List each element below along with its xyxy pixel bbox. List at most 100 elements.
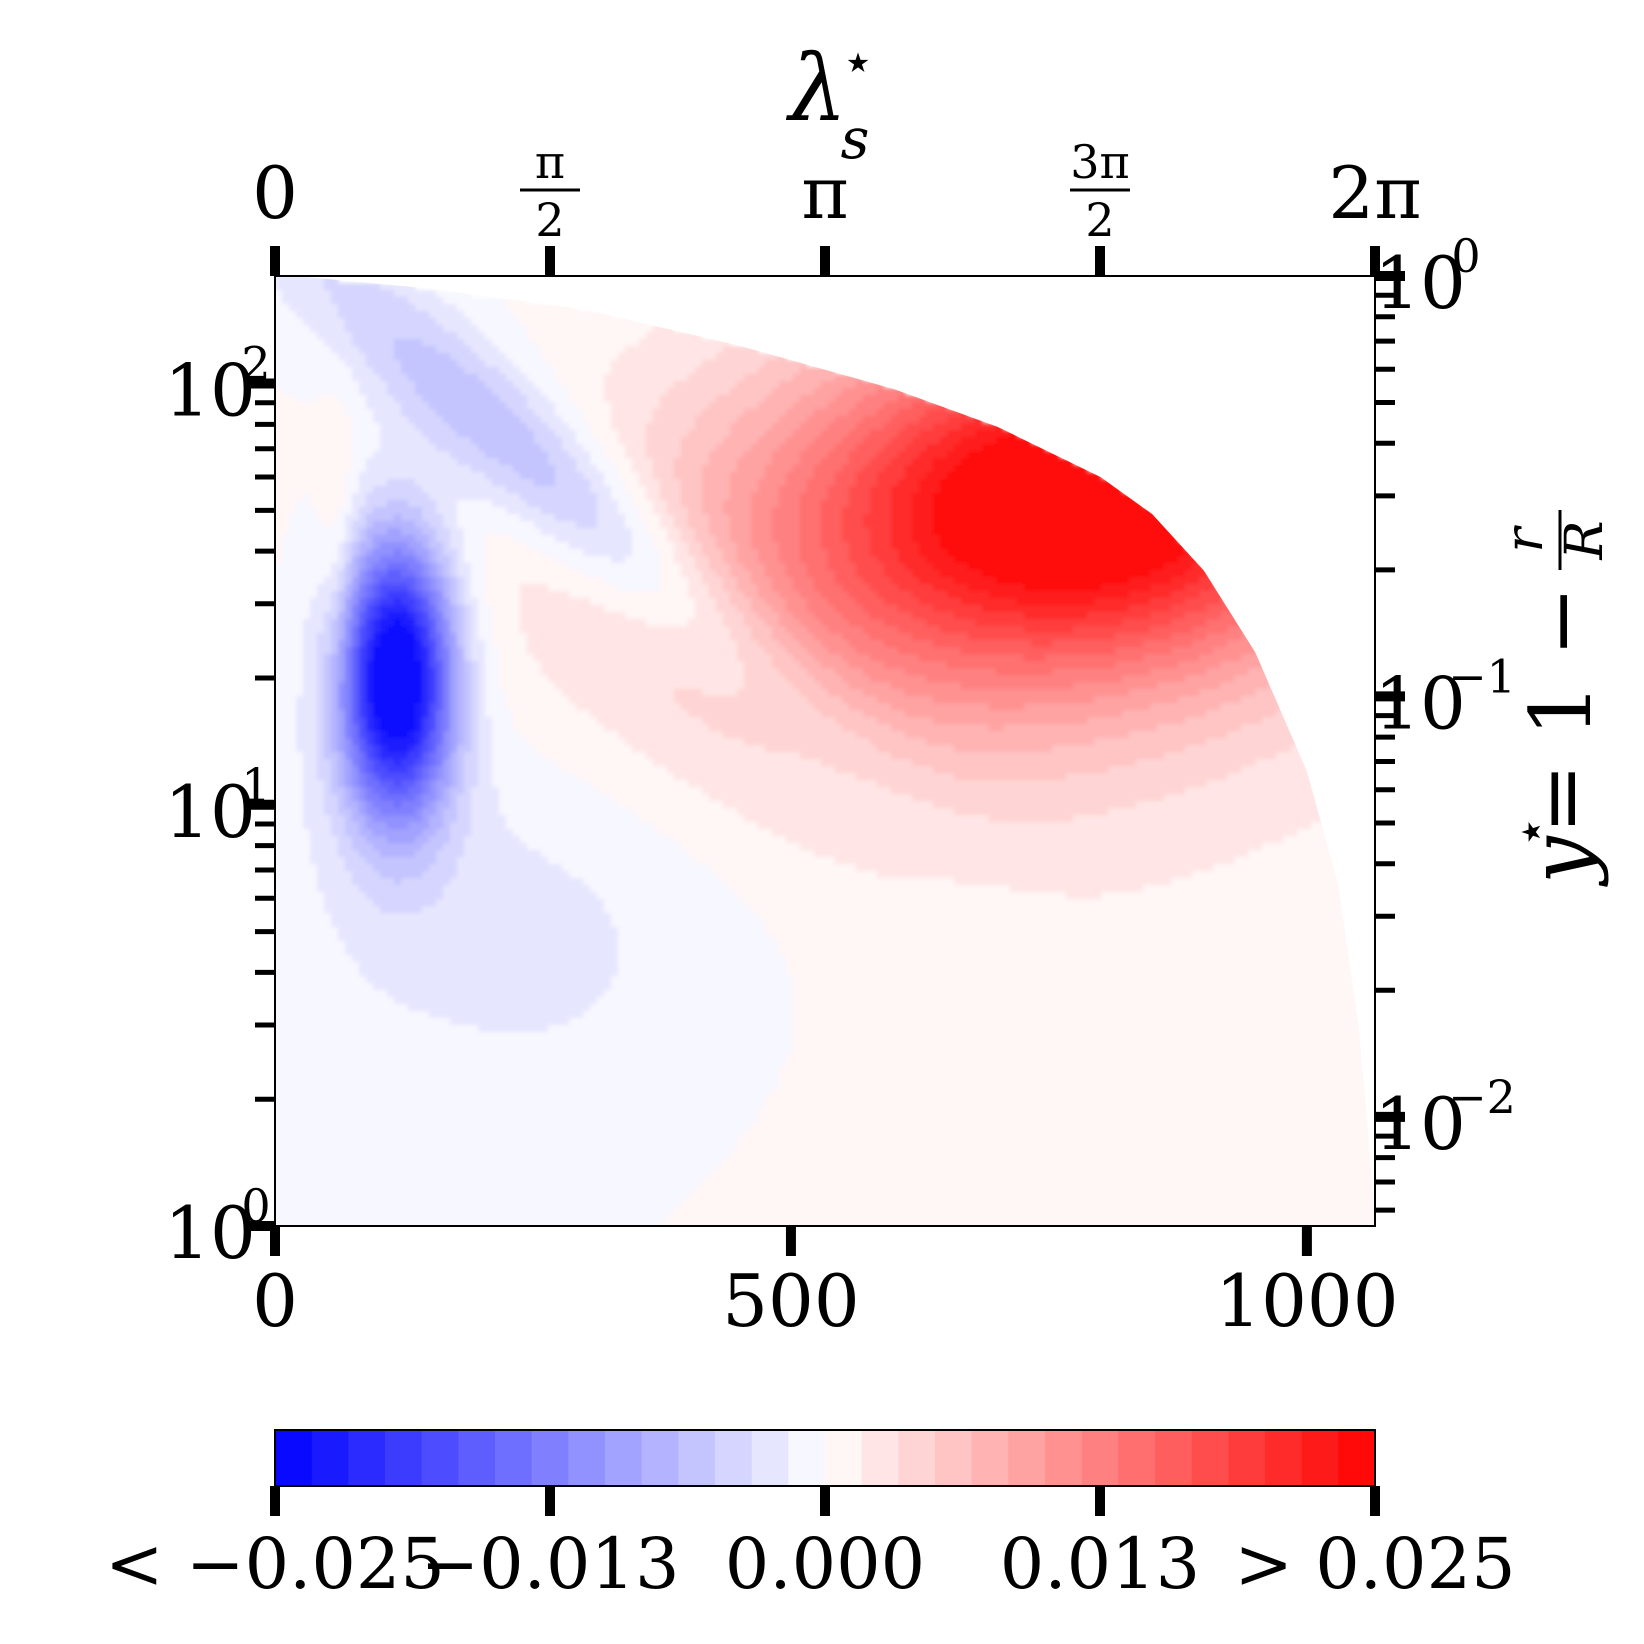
contour-cell <box>758 598 766 606</box>
contour-cell <box>485 514 493 522</box>
contour-cell <box>408 521 416 529</box>
contour-cell <box>387 283 395 291</box>
contour-cell <box>415 346 423 354</box>
contour-cell <box>275 577 283 585</box>
contour-cell <box>632 465 640 473</box>
contour-cell <box>443 584 451 592</box>
contour-cell <box>289 416 297 424</box>
contour-cell <box>569 374 577 382</box>
contour-cell <box>898 549 906 557</box>
contour-cell <box>877 493 885 501</box>
contour-cell <box>681 514 689 522</box>
contour-cell <box>597 521 605 529</box>
contour-cell <box>282 598 290 606</box>
contour-cell <box>625 507 633 515</box>
contour-cell <box>716 346 724 354</box>
contour-cell <box>275 619 283 627</box>
contour-cell <box>317 465 325 473</box>
contour-cell <box>842 584 850 592</box>
contour-cell <box>1206 591 1214 599</box>
contour-cell <box>1080 563 1088 571</box>
contour-cell <box>863 612 871 620</box>
contour-cell <box>849 612 857 620</box>
contour-cell <box>821 619 829 627</box>
contour-cell <box>471 332 479 340</box>
contour-cell <box>884 521 892 529</box>
contour-cell <box>695 423 703 431</box>
contour-cell <box>289 409 297 417</box>
contour-cell <box>737 493 745 501</box>
contour-cell <box>331 290 339 298</box>
contour-cell <box>905 395 913 403</box>
contour-cell <box>1087 549 1095 557</box>
contour-cell <box>898 486 906 494</box>
contour-cell <box>513 563 521 571</box>
contour-cell <box>492 577 500 585</box>
contour-cell <box>1136 563 1144 571</box>
contour-cell <box>275 556 283 564</box>
contour-cell <box>779 465 787 473</box>
contour-cell <box>751 542 759 550</box>
contour-cell <box>730 542 738 550</box>
contour-cell <box>282 472 290 480</box>
contour-cell <box>415 353 423 361</box>
contour-cell <box>303 528 311 536</box>
contour-cell <box>345 486 353 494</box>
contour-cell <box>534 339 542 347</box>
contour-cell <box>646 542 654 550</box>
contour-cell <box>674 612 682 620</box>
contour-cell <box>716 570 724 578</box>
contour-cell <box>632 549 640 557</box>
contour-cell <box>1150 605 1158 613</box>
contour-cell <box>1031 472 1039 480</box>
contour-cell <box>492 521 500 529</box>
contour-cell <box>870 500 878 508</box>
contour-cell <box>289 549 297 557</box>
contour-cell <box>681 528 689 536</box>
contour-cell <box>618 395 626 403</box>
contour-cell <box>625 493 633 501</box>
contour-cell <box>464 353 472 361</box>
contour-cell <box>422 416 430 424</box>
contour-cell <box>415 388 423 396</box>
contour-cell <box>1024 556 1032 564</box>
contour-cell <box>982 423 990 431</box>
contour-cell <box>338 535 346 543</box>
contour-cell <box>310 283 318 291</box>
contour-cell <box>443 591 451 599</box>
contour-cell <box>478 437 486 445</box>
contour-cell <box>541 311 549 319</box>
contour-cell <box>324 570 332 578</box>
contour-cell <box>772 563 780 571</box>
contour-cell <box>1164 605 1172 613</box>
contour-cell <box>1038 486 1046 494</box>
contour-cell <box>898 458 906 466</box>
contour-cell <box>702 451 710 459</box>
contour-cell <box>688 563 696 571</box>
contour-cell <box>583 556 591 564</box>
contour-cell <box>709 563 717 571</box>
contour-cell <box>415 374 423 382</box>
contour-cell <box>1017 486 1025 494</box>
contour-cell <box>583 465 591 473</box>
contour-cell <box>765 381 773 389</box>
contour-cell <box>464 304 472 312</box>
contour-cell <box>667 381 675 389</box>
contour-cell <box>744 374 752 382</box>
contour-cell <box>436 612 444 620</box>
contour-cell <box>457 472 465 480</box>
contour-cell <box>982 528 990 536</box>
contour-cell <box>499 381 507 389</box>
contour-cell <box>520 605 528 613</box>
contour-cell <box>436 297 444 305</box>
contour-cell <box>891 479 899 487</box>
contour-cell <box>786 500 794 508</box>
contour-cell <box>611 388 619 396</box>
contour-cell <box>415 367 423 375</box>
contour-cell <box>541 479 549 487</box>
contour-cell <box>1185 619 1193 627</box>
contour-cell <box>583 409 591 417</box>
contour-cell <box>506 381 514 389</box>
contour-cell <box>702 528 710 536</box>
contour-cell <box>667 367 675 375</box>
